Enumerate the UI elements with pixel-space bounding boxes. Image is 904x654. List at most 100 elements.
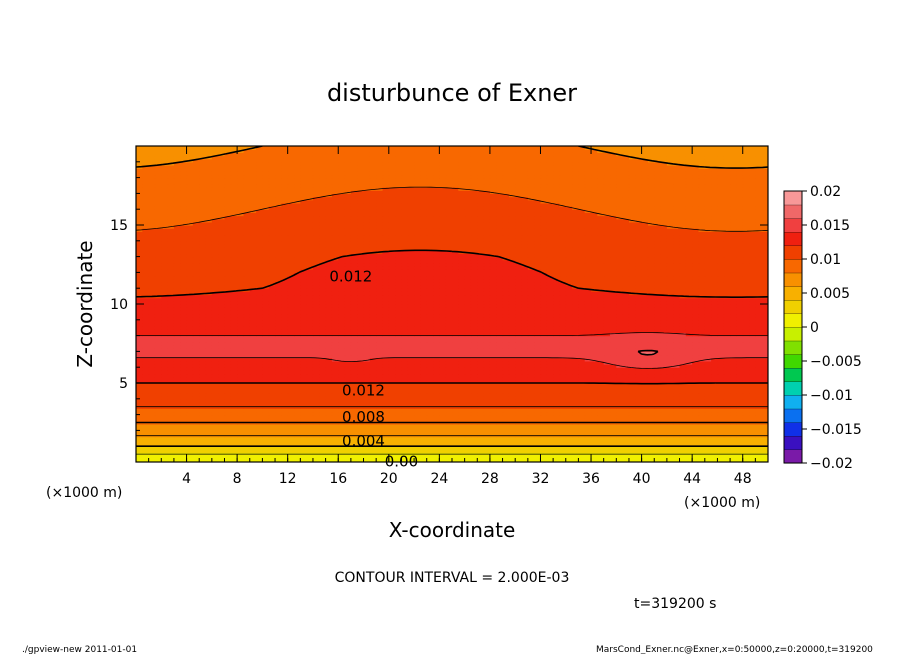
field-cell xyxy=(136,401,143,406)
field-cell xyxy=(540,307,548,311)
field-cell xyxy=(249,329,257,334)
field-cell xyxy=(205,313,213,318)
field-cell xyxy=(666,367,674,371)
field-cell xyxy=(249,386,257,390)
field-cell xyxy=(698,326,706,330)
field-cell xyxy=(622,329,630,334)
field-cell xyxy=(749,446,756,450)
field-cell xyxy=(154,386,162,390)
field-cell xyxy=(597,392,605,397)
field-cell xyxy=(572,370,579,375)
field-cell xyxy=(186,427,194,431)
field-cell xyxy=(717,310,725,315)
field-cell xyxy=(357,322,365,327)
field-cell xyxy=(369,427,377,431)
field-cell xyxy=(173,310,181,315)
field-cell xyxy=(306,354,314,359)
field-cell xyxy=(407,341,415,346)
field-cell xyxy=(489,367,497,371)
field-cell xyxy=(508,411,516,416)
field-cell xyxy=(641,338,649,343)
field-cell xyxy=(420,392,428,397)
field-cell xyxy=(673,439,681,444)
field-cell xyxy=(616,360,624,365)
field-cell xyxy=(445,322,453,327)
field-cell xyxy=(136,357,143,362)
field-cell xyxy=(426,401,434,406)
field-cell xyxy=(749,310,756,315)
field-cell xyxy=(376,379,384,384)
field-cell xyxy=(395,408,403,413)
field-cell xyxy=(319,392,327,397)
field-cell xyxy=(161,395,169,400)
field-cell xyxy=(742,424,750,428)
field-cell xyxy=(723,354,731,359)
field-cell xyxy=(281,376,289,381)
field-cell xyxy=(483,436,491,441)
field-cell xyxy=(540,345,548,349)
field-cell xyxy=(470,326,478,330)
field-cell xyxy=(553,316,561,321)
field-cell xyxy=(243,341,251,346)
field-cell xyxy=(742,345,750,349)
field-cell xyxy=(489,389,497,394)
field-cell xyxy=(218,414,226,419)
field-cell xyxy=(622,351,630,356)
field-cell xyxy=(395,310,403,315)
field-cell xyxy=(199,367,207,371)
field-cell xyxy=(136,332,143,337)
field-cell xyxy=(167,379,175,384)
field-cell xyxy=(281,304,289,308)
field-cell xyxy=(704,398,712,403)
chart-title: disturbunce of Exner xyxy=(327,79,577,107)
field-cell xyxy=(546,345,554,349)
field-cell xyxy=(300,357,308,362)
field-cell xyxy=(249,411,257,416)
field-cell xyxy=(350,357,358,362)
field-cell xyxy=(565,360,573,365)
field-cell xyxy=(388,370,396,375)
field-cell xyxy=(755,395,763,400)
field-cell xyxy=(243,389,251,394)
field-cell xyxy=(382,424,390,428)
field-cell xyxy=(755,329,763,334)
field-cell xyxy=(610,449,617,454)
field-cell xyxy=(723,424,731,428)
field-cell xyxy=(249,373,257,378)
field-cell xyxy=(616,439,624,444)
field-cell xyxy=(647,436,655,441)
field-cell xyxy=(243,383,251,387)
field-cell xyxy=(192,316,200,321)
field-cell xyxy=(502,436,510,441)
field-cell xyxy=(597,417,605,422)
field-cell xyxy=(306,417,314,422)
field-cell xyxy=(508,367,516,371)
field-cell xyxy=(635,417,643,422)
field-cell xyxy=(167,370,175,375)
field-cell xyxy=(268,398,276,403)
field-cell xyxy=(654,446,662,450)
field-cell xyxy=(641,427,649,431)
field-cell xyxy=(527,414,535,419)
field-cell xyxy=(439,329,447,334)
field-cell xyxy=(294,316,301,321)
field-cell xyxy=(237,411,245,416)
field-cell xyxy=(275,367,282,371)
field-cell xyxy=(350,364,358,368)
field-cell xyxy=(470,430,478,435)
field-cell xyxy=(186,411,194,416)
field-cell xyxy=(736,376,744,381)
field-cell xyxy=(458,326,466,330)
field-cell xyxy=(647,354,655,359)
field-cell xyxy=(331,364,339,368)
field-cell xyxy=(660,376,668,381)
field-cell xyxy=(275,449,282,454)
field-cell xyxy=(312,379,320,384)
field-cell xyxy=(616,338,624,343)
field-cell xyxy=(376,411,384,416)
field-cell xyxy=(294,449,301,454)
field-cell xyxy=(388,439,396,444)
field-cell xyxy=(161,329,169,334)
field-cell xyxy=(306,383,314,387)
field-cell xyxy=(749,351,756,356)
